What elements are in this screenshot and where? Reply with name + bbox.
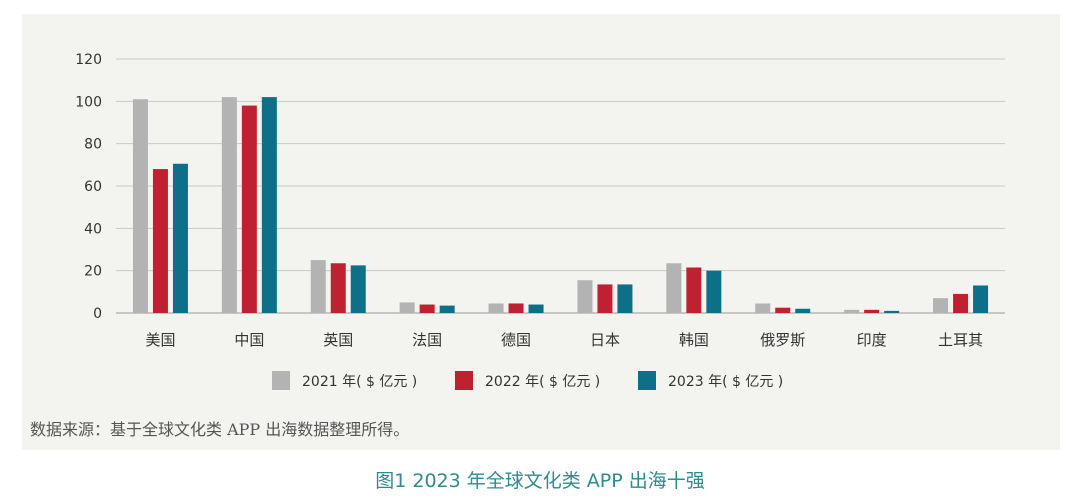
chart-panel [22,14,1060,450]
x-category-label: 德国 [501,331,531,349]
bar [617,284,633,313]
x-category-label: 中国 [234,331,264,349]
bar [973,285,989,313]
bar [933,298,949,313]
bars [132,97,989,313]
legend-swatch [638,371,656,390]
bar [597,284,613,313]
legend-label: 2022 年( $ 亿元 ) [485,374,600,390]
legend-label: 2021 年( $ 亿元 ) [302,374,417,390]
bar [330,263,346,313]
y-tick-label: 100 [75,94,102,110]
bar [350,265,366,313]
bar [152,169,168,313]
y-tick-label: 60 [84,179,102,195]
bar [844,309,860,313]
bar [884,310,900,313]
x-category-label: 日本 [590,331,620,349]
x-category-label: 俄罗斯 [760,331,805,349]
y-tick-label: 80 [84,137,102,153]
x-category-label: 土耳其 [938,331,983,349]
bar [488,303,504,313]
figure-caption: 图1 2023 年全球文化类 APP 出海十强 [375,470,705,492]
bar [528,304,544,313]
bar [755,303,771,313]
bar [508,303,524,313]
bar [221,97,237,313]
x-category-label: 法国 [412,331,442,349]
bar [439,305,455,313]
y-tick-label: 40 [84,221,102,237]
bar [864,309,880,313]
bar [706,270,722,313]
x-axis-categories: 美国 中国 英国 法国 德国 日本 韩国 俄罗斯 印度 土耳其 [145,331,983,349]
bar [775,307,791,313]
bar [310,260,326,313]
y-axis-ticks: 0 20 40 60 80 100 120 [75,52,102,322]
x-category-label: 美国 [145,331,175,349]
bar [172,163,188,313]
legend-swatch [455,371,473,390]
legend-swatch [272,371,290,390]
source-note: 数据来源：基于全球文化类 APP 出海数据整理所得。 [30,420,410,439]
y-tick-label: 20 [84,264,102,280]
bar [666,263,682,313]
legend: 2021 年( $ 亿元 ) 2022 年( $ 亿元 ) 2023 年( $ 亿元… [272,371,783,390]
bar [399,302,415,313]
y-tick-label: 120 [75,52,102,68]
bar [953,293,969,313]
y-tick-label: 0 [93,306,102,322]
bar [261,97,277,313]
legend-label: 2023 年( $ 亿元 ) [668,374,783,390]
bar [795,308,811,313]
x-category-label: 韩国 [679,331,709,349]
x-category-label: 英国 [323,331,353,349]
bar [132,99,148,313]
x-category-label: 印度 [857,331,887,349]
bar [241,105,257,313]
bar [419,304,435,313]
bar [686,267,702,313]
bar [577,280,593,313]
